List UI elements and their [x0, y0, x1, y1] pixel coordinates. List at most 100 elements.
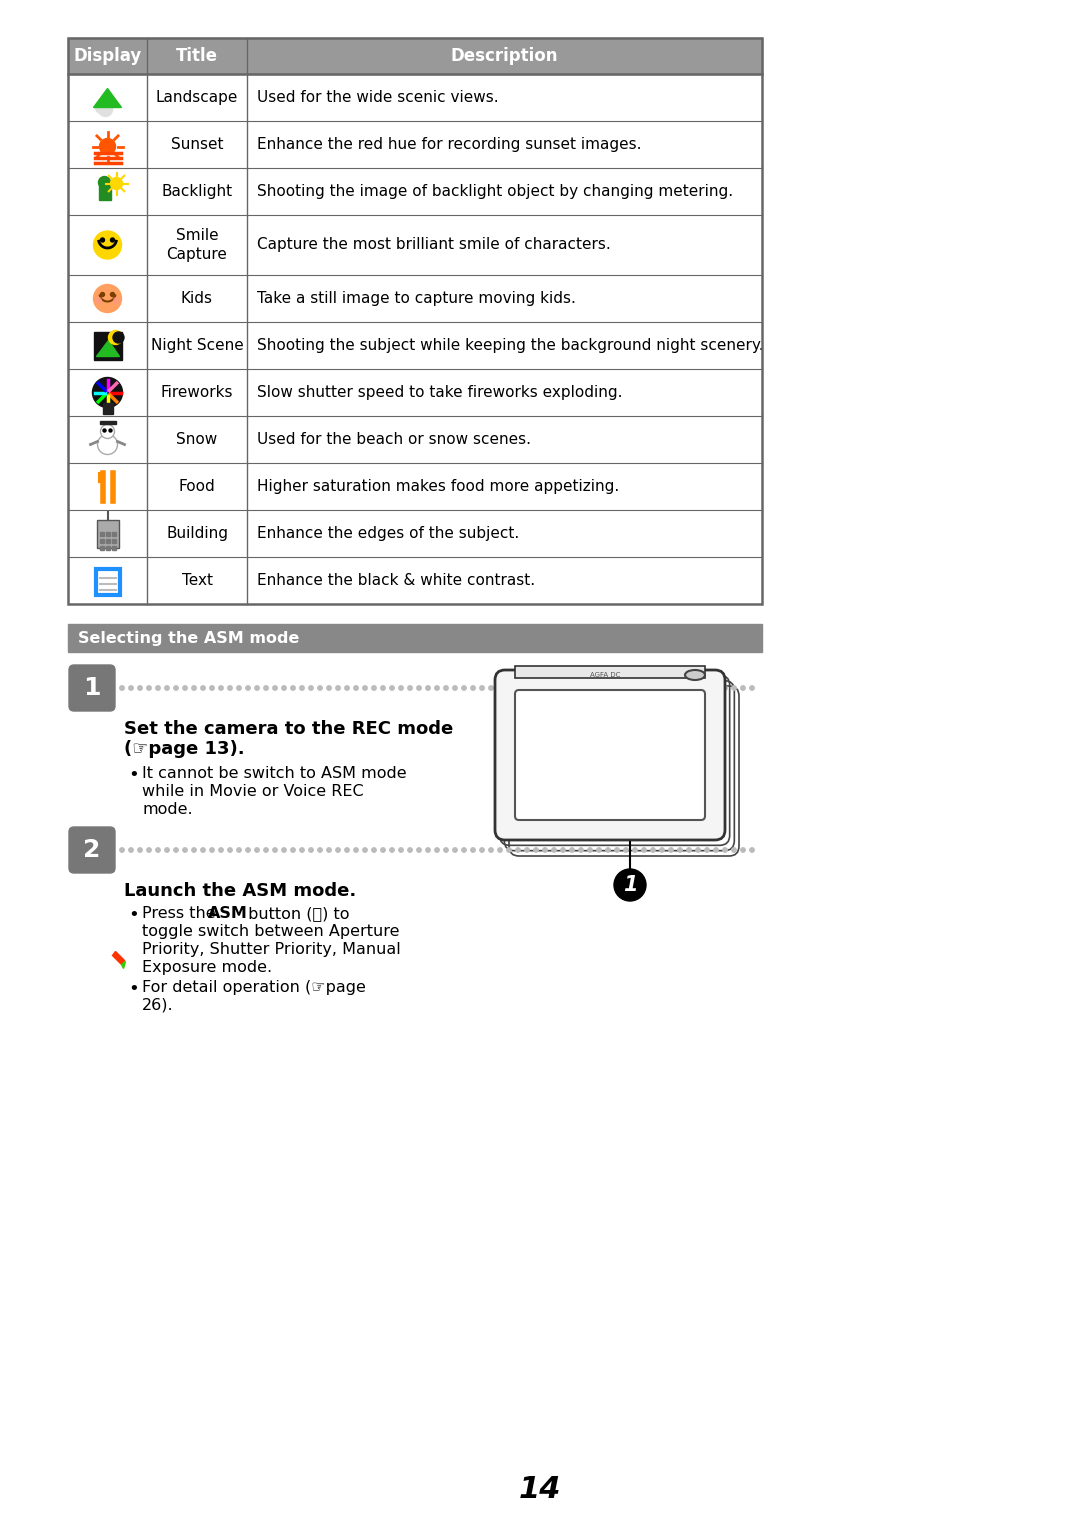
Circle shape: [255, 847, 259, 852]
Circle shape: [750, 847, 754, 852]
Circle shape: [561, 686, 565, 690]
Bar: [68, 73, 762, 121]
Circle shape: [417, 686, 421, 690]
Bar: [68, 463, 762, 510]
Circle shape: [660, 847, 664, 852]
Polygon shape: [94, 89, 121, 107]
Text: Text: Text: [181, 573, 213, 588]
Circle shape: [219, 686, 224, 690]
Circle shape: [219, 847, 224, 852]
Text: Night Scene: Night Scene: [150, 337, 243, 353]
Text: Set the camera to the REC mode: Set the camera to the REC mode: [124, 721, 454, 738]
Circle shape: [615, 869, 646, 901]
Text: Enhance the edges of the subject.: Enhance the edges of the subject.: [257, 525, 519, 541]
Text: button (ⓘ) to: button (ⓘ) to: [243, 906, 350, 921]
Circle shape: [588, 847, 592, 852]
Circle shape: [147, 847, 151, 852]
Circle shape: [687, 847, 691, 852]
Circle shape: [534, 847, 538, 852]
Bar: [68, 557, 762, 605]
Circle shape: [138, 847, 143, 852]
Circle shape: [624, 847, 629, 852]
Text: toggle switch between Aperture: toggle switch between Aperture: [141, 924, 400, 939]
Circle shape: [642, 847, 646, 852]
Circle shape: [228, 847, 232, 852]
Circle shape: [174, 686, 178, 690]
Circle shape: [525, 686, 529, 690]
Text: 1: 1: [83, 676, 100, 699]
Circle shape: [94, 284, 121, 313]
Circle shape: [100, 293, 105, 296]
Circle shape: [624, 686, 629, 690]
Circle shape: [363, 847, 367, 852]
Circle shape: [453, 686, 457, 690]
Circle shape: [453, 847, 457, 852]
Bar: [99, 545, 104, 550]
Circle shape: [113, 298, 120, 304]
Text: Launch the ASM mode.: Launch the ASM mode.: [124, 883, 356, 899]
Text: 26).: 26).: [141, 999, 174, 1012]
Text: Description: Description: [450, 47, 558, 66]
Circle shape: [696, 847, 700, 852]
Text: For detail operation (☞page: For detail operation (☞page: [141, 980, 366, 996]
Circle shape: [507, 686, 511, 690]
Circle shape: [579, 847, 583, 852]
Bar: [106, 531, 109, 536]
Circle shape: [110, 238, 114, 241]
Bar: [68, 370, 762, 415]
Circle shape: [120, 686, 124, 690]
Circle shape: [336, 847, 340, 852]
Bar: [68, 322, 762, 370]
Circle shape: [516, 686, 521, 690]
Bar: [515, 666, 705, 678]
Circle shape: [678, 847, 683, 852]
Circle shape: [129, 847, 133, 852]
Bar: [98, 183, 110, 200]
Circle shape: [723, 847, 727, 852]
Text: 14: 14: [518, 1475, 562, 1504]
Circle shape: [147, 686, 151, 690]
Circle shape: [426, 847, 430, 852]
Circle shape: [113, 331, 124, 344]
Circle shape: [291, 847, 295, 852]
Text: Title: Title: [176, 47, 218, 66]
Circle shape: [543, 847, 548, 852]
Circle shape: [498, 686, 502, 690]
Circle shape: [237, 847, 241, 852]
Circle shape: [192, 847, 197, 852]
Text: 1: 1: [623, 875, 637, 895]
Circle shape: [109, 429, 112, 432]
Circle shape: [660, 686, 664, 690]
Bar: [68, 121, 762, 168]
Text: Slow shutter speed to take fireworks exploding.: Slow shutter speed to take fireworks exp…: [257, 385, 622, 400]
Circle shape: [399, 686, 403, 690]
Circle shape: [183, 686, 187, 690]
Circle shape: [210, 686, 214, 690]
Text: AGFA DC: AGFA DC: [590, 672, 620, 678]
Circle shape: [651, 847, 656, 852]
Circle shape: [444, 686, 448, 690]
Circle shape: [264, 847, 268, 852]
Text: Take a still image to capture moving kids.: Take a still image to capture moving kid…: [257, 292, 576, 305]
Circle shape: [210, 847, 214, 852]
Bar: [99, 539, 104, 542]
Circle shape: [498, 847, 502, 852]
Circle shape: [417, 847, 421, 852]
Text: Snow: Snow: [176, 432, 218, 447]
Circle shape: [732, 847, 737, 852]
Circle shape: [345, 847, 349, 852]
Circle shape: [750, 686, 754, 690]
Text: Exposure mode.: Exposure mode.: [141, 960, 272, 976]
Circle shape: [507, 847, 511, 852]
Polygon shape: [96, 341, 120, 356]
Circle shape: [615, 686, 619, 690]
Text: •: •: [129, 906, 138, 924]
Circle shape: [336, 686, 340, 690]
Circle shape: [318, 847, 322, 852]
Text: Selecting the ASM mode: Selecting the ASM mode: [78, 631, 299, 646]
Circle shape: [372, 847, 376, 852]
Circle shape: [174, 847, 178, 852]
Text: Kids: Kids: [181, 292, 213, 305]
Bar: [68, 625, 762, 652]
Circle shape: [156, 847, 160, 852]
